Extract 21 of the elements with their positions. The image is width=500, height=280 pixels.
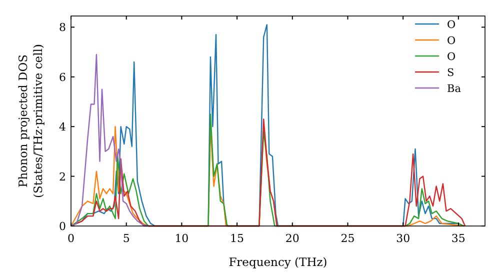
y-tick-label: 0 [59, 220, 66, 233]
y-tick-label: 8 [59, 21, 66, 34]
x-tick-label: 30 [396, 232, 410, 245]
y-tick-label: 2 [59, 170, 66, 184]
x-tick-label: 20 [285, 232, 300, 245]
legend-label: S [447, 67, 454, 79]
y-tick-label: 6 [59, 70, 66, 84]
x-tick-label: 15 [230, 232, 244, 245]
x-tick-label: 10 [174, 232, 189, 245]
x-tick-label: 35 [451, 232, 466, 245]
y-axis-title: Phonon projected DOS (States/THz·primitive cell) [16, 44, 45, 198]
line-series [70, 54, 150, 227]
x-tick-label: 5 [122, 232, 130, 245]
legend-label: Ba [447, 83, 461, 95]
y-tick-label: 4 [59, 120, 66, 134]
legend-label: O [447, 51, 456, 63]
x-tick-label: 0 [68, 232, 74, 245]
x-axis-title: Frequency (THz) [228, 255, 328, 269]
legend-label: O [447, 35, 456, 47]
x-tick-label: 25 [340, 232, 355, 245]
legend-label: O [447, 19, 456, 31]
